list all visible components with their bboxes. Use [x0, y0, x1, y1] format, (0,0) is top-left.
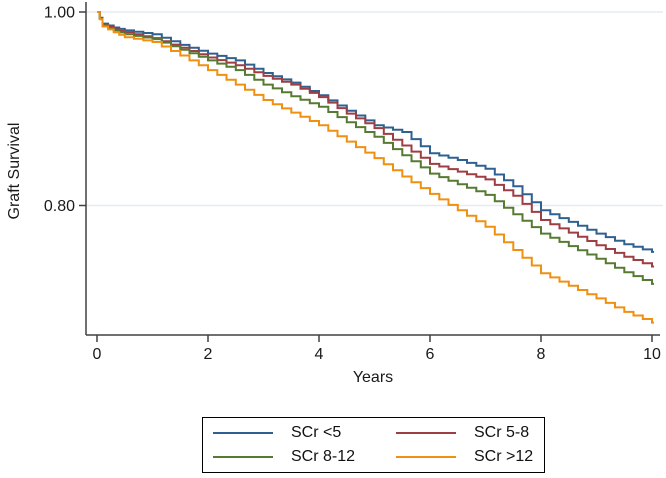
legend-item-scr-5: SCr <5 — [213, 424, 396, 442]
legend-item-scr-8-12: SCr 8-12 — [213, 448, 396, 466]
legend: SCr <5 SCr 5-8 SCr 8-12 SCr >12 — [202, 417, 545, 473]
legend-item-label: SCr <5 — [291, 424, 342, 441]
legend-line-swatch-scr-8-12 — [213, 456, 273, 458]
legend-line-swatch-scr-12 — [396, 456, 456, 458]
y-tick-label-0.80: 0.80 — [44, 198, 75, 215]
x-tick-label-6: 6 — [426, 346, 435, 363]
x-axis-label: Years — [352, 369, 394, 386]
legend-item-label: SCr 8-12 — [291, 448, 356, 465]
x-tick-label-4: 4 — [315, 346, 324, 363]
x-tick-label-10: 10 — [643, 346, 661, 363]
y-tick-label-1.00: 1.00 — [44, 5, 75, 22]
legend-item-label: SCr 5-8 — [474, 424, 530, 441]
legend-line-swatch-scr-5-8 — [396, 432, 456, 434]
plot-area: 1.00 0.80 0 2 4 6 8 10 — [44, 2, 663, 363]
legend-line-swatch-scr-5 — [213, 432, 273, 434]
x-tick-label-0: 0 — [93, 346, 102, 363]
x-tick-label-2: 2 — [204, 346, 213, 363]
legend-item-scr-12: SCr >12 — [396, 448, 544, 466]
x-tick-label-8: 8 — [537, 346, 546, 363]
series-line-scr-8-12 — [97, 11, 654, 285]
legend-item-label: SCr >12 — [474, 448, 534, 465]
series-line-scr-12 — [97, 11, 654, 324]
legend-item-scr-5-8: SCr 5-8 — [396, 424, 544, 442]
